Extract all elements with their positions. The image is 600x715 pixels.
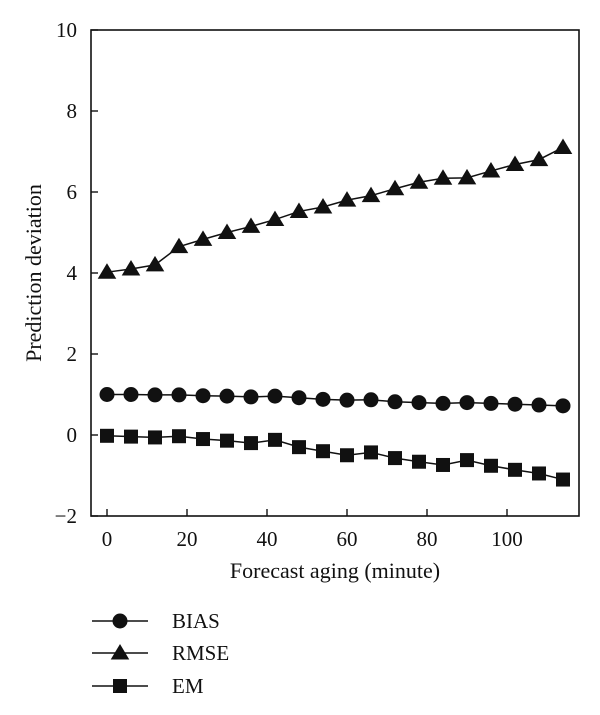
data-point-rmse xyxy=(121,259,141,276)
x-tick-label: 20 xyxy=(177,527,198,551)
legend-label-em: EM xyxy=(172,674,204,698)
legend-item-rmse: RMSE xyxy=(92,641,229,665)
data-point-rmse xyxy=(457,168,477,185)
data-point-em xyxy=(532,466,546,481)
data-point-bias xyxy=(147,387,163,403)
data-point-em xyxy=(244,436,258,451)
data-point-bias xyxy=(219,388,235,404)
x-tick-label: 60 xyxy=(337,527,358,551)
data-point-em xyxy=(268,432,282,447)
data-point-rmse xyxy=(145,255,165,272)
data-point-em xyxy=(388,451,402,466)
legend-marker-bias xyxy=(112,613,128,629)
series-rmse xyxy=(97,138,573,279)
data-point-rmse xyxy=(385,179,405,196)
data-point-em xyxy=(292,440,306,455)
data-point-em xyxy=(364,445,378,460)
data-point-em xyxy=(100,428,114,443)
data-point-bias xyxy=(459,395,475,411)
data-point-bias xyxy=(171,387,187,403)
data-point-rmse xyxy=(505,155,525,171)
data-point-bias xyxy=(339,392,355,408)
data-point-rmse xyxy=(289,202,309,218)
y-tick-label: 8 xyxy=(67,99,78,123)
data-point-bias xyxy=(291,390,307,406)
legend: BIAS RMSE EM xyxy=(92,609,229,698)
data-point-rmse xyxy=(193,230,213,246)
data-point-bias xyxy=(555,398,571,414)
x-tick-label: 40 xyxy=(257,527,278,551)
data-point-bias xyxy=(483,395,499,411)
y-tick-label: 2 xyxy=(67,342,78,366)
data-point-bias xyxy=(363,392,379,408)
legend-marker-em xyxy=(113,679,127,693)
x-tick-label: 0 xyxy=(102,527,113,551)
plot-area-frame xyxy=(90,29,580,517)
data-point-bias xyxy=(411,395,427,411)
data-point-em xyxy=(412,454,426,469)
data-point-em xyxy=(340,448,354,463)
data-point-rmse xyxy=(481,161,501,178)
data-point-rmse xyxy=(169,237,189,254)
x-axis-title: Forecast aging (minute) xyxy=(230,558,440,583)
series-em xyxy=(100,428,570,487)
data-point-em xyxy=(484,458,498,473)
y-tick-label: 6 xyxy=(67,180,78,204)
data-point-em xyxy=(148,430,162,445)
x-tick-label: 100 xyxy=(491,527,523,551)
legend-item-em: EM xyxy=(92,674,204,698)
legend-item-bias: BIAS xyxy=(92,609,220,633)
y-tick-label: −2 xyxy=(55,504,77,528)
series-bias xyxy=(99,387,571,414)
data-point-bias xyxy=(267,388,283,404)
data-point-bias xyxy=(195,388,211,404)
data-point-em xyxy=(556,472,570,487)
data-point-em xyxy=(508,462,522,477)
data-point-rmse xyxy=(409,173,429,189)
x-tick-label: 80 xyxy=(417,527,438,551)
data-point-em xyxy=(316,444,330,459)
data-point-bias xyxy=(315,391,331,407)
data-point-rmse xyxy=(553,138,573,154)
data-point-bias xyxy=(507,396,523,412)
data-point-em xyxy=(460,453,474,468)
legend-label-rmse: RMSE xyxy=(172,641,229,665)
data-point-em xyxy=(220,433,234,448)
data-point-rmse xyxy=(97,263,117,279)
data-point-bias xyxy=(435,395,451,411)
data-point-rmse xyxy=(337,191,357,207)
data-point-rmse xyxy=(217,223,237,239)
data-point-em xyxy=(124,429,138,444)
data-point-rmse xyxy=(433,169,453,185)
data-point-bias xyxy=(387,394,403,410)
data-point-em xyxy=(172,429,186,444)
y-tick-label: 4 xyxy=(67,261,78,285)
y-tick-label: 10 xyxy=(56,18,77,42)
data-point-bias xyxy=(123,387,139,402)
data-point-rmse xyxy=(361,186,381,203)
data-point-rmse xyxy=(529,150,549,167)
data-point-rmse xyxy=(241,217,261,233)
y-axis-title: Prediction deviation xyxy=(21,184,46,362)
y-tick-label: 0 xyxy=(67,423,78,447)
legend-marker-rmse xyxy=(110,644,130,660)
data-point-rmse xyxy=(265,210,285,227)
legend-label-bias: BIAS xyxy=(172,609,220,633)
series-line-rmse xyxy=(106,146,564,273)
data-point-em xyxy=(436,457,450,472)
data-point-bias xyxy=(243,389,259,405)
data-point-bias xyxy=(531,397,547,413)
data-point-em xyxy=(196,432,210,447)
data-point-bias xyxy=(99,387,115,402)
data-point-rmse xyxy=(313,198,333,214)
